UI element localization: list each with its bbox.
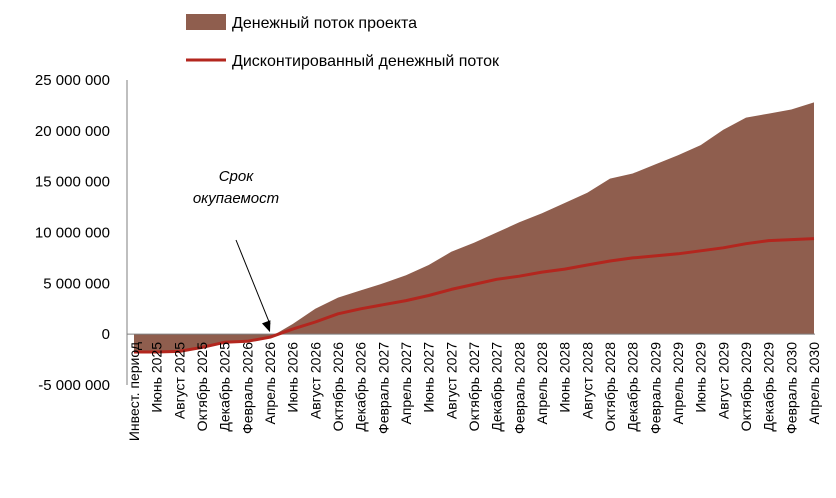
annotation-line-2: окупаемост: [193, 190, 279, 207]
x-tick-label: Декабрь 2027: [489, 342, 505, 432]
x-tick-label: Февраль 2029: [647, 342, 663, 434]
x-tick-label: Декабрь 2026: [353, 342, 369, 432]
x-tick-label: Инвест. период: [126, 342, 142, 441]
y-tick-label: 20 000 000: [35, 123, 110, 140]
x-tick-label: Февраль 2026: [239, 342, 255, 434]
annotation-arrow: [235, 239, 271, 325]
x-tick-label: Апрель 2026: [262, 342, 278, 425]
x-tick-label: Декабрь 2025: [217, 342, 233, 432]
x-tick-label: Февраль 2028: [511, 342, 527, 434]
legend: Денежный поток проекта Дисконтированный …: [186, 14, 500, 70]
x-tick-label: Август 2025: [171, 342, 187, 419]
x-tick-label: Апрель 2030: [806, 342, 822, 425]
x-tick-label: Февраль 2027: [375, 342, 391, 434]
y-tick-label: 15 000 000: [35, 174, 110, 191]
x-tick-label: Август 2026: [307, 342, 323, 419]
x-tick-label: Июнь 2026: [285, 342, 301, 413]
x-tick-label: Декабрь 2029: [761, 342, 777, 432]
x-tick-label: Июнь 2027: [421, 342, 437, 413]
payback-annotation: Срок окупаемост: [193, 168, 279, 333]
annotation-arrowhead: [261, 320, 271, 333]
x-tick-label: Октябрь 2026: [330, 342, 346, 432]
x-tick-label: Октябрь 2027: [466, 342, 482, 432]
line-series-discounted-cash-flow: [134, 237, 815, 354]
x-tick-label: Август 2029: [715, 342, 731, 419]
legend-swatch-area: [186, 14, 226, 30]
x-tick-label: Апрель 2028: [534, 342, 550, 425]
y-tick-label: 10 000 000: [35, 225, 110, 242]
y-tick-label: 25 000 000: [35, 72, 110, 89]
x-axis-ticks: Инвест. период Июнь 2025 Август 2025 Октябр…: [126, 342, 822, 441]
y-axis-ticks: 25 000 000 20 000 000 15 000 000 10 000 000…: [35, 72, 110, 394]
x-tick-label: Февраль 2030: [783, 342, 799, 434]
x-tick-label: Апрель 2029: [670, 342, 686, 425]
x-tick-label: Октябрь 2025: [194, 342, 210, 432]
x-tick-label: Август 2027: [443, 342, 459, 419]
y-tick-label: 0: [102, 326, 110, 343]
x-tick-label: Декабрь 2028: [625, 342, 641, 432]
legend-label-area: Денежный поток проекта: [232, 15, 417, 32]
x-tick-label: Октябрь 2029: [738, 342, 754, 432]
area-series-project-cash-flow: [134, 102, 814, 353]
x-tick-label: Август 2028: [579, 342, 595, 419]
x-tick-label: Апрель 2027: [398, 342, 414, 425]
x-tick-label: Июнь 2028: [557, 342, 573, 413]
y-tick-label: 5 000 000: [43, 275, 110, 292]
legend-label-line: Дисконтированный денежный поток: [232, 53, 500, 70]
annotation-line-1: Срок: [219, 168, 255, 185]
x-tick-label: Октябрь 2028: [602, 342, 618, 432]
y-tick-label: -5 000 000: [38, 377, 110, 394]
x-tick-label: Июнь 2025: [149, 342, 165, 413]
plot-area: [126, 80, 815, 385]
x-tick-label: Июнь 2029: [693, 342, 709, 413]
